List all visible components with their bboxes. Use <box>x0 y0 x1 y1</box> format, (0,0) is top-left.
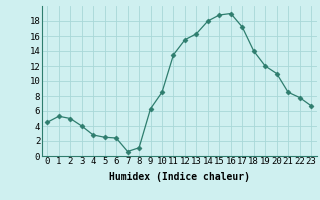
X-axis label: Humidex (Indice chaleur): Humidex (Indice chaleur) <box>109 172 250 182</box>
